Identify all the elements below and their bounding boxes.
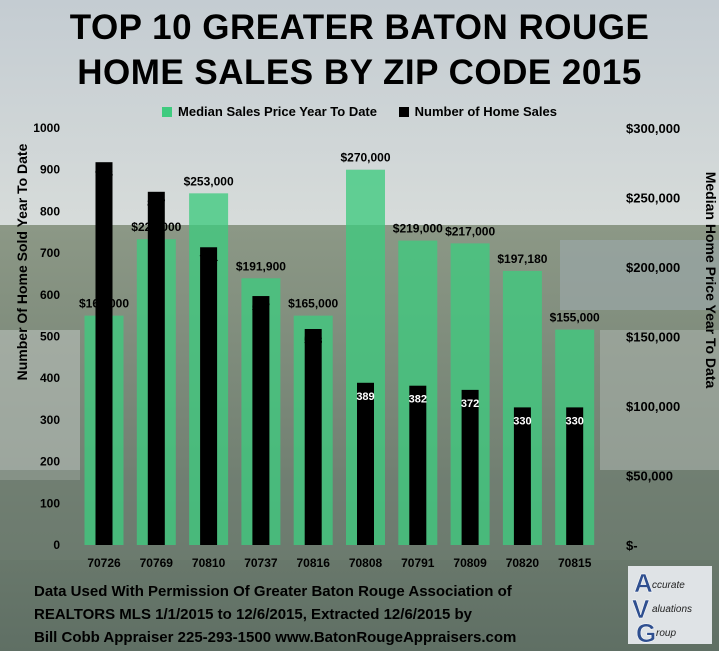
x-tick-label: 70810 [192,556,226,570]
sales-bar [409,385,427,545]
price-data-label: $165,000 [79,297,129,311]
y-left-tick-label: 800 [40,204,60,218]
sales-data-label: 847 [147,198,165,210]
x-tick-label: 70816 [297,556,331,570]
svg-text:G: G [636,618,656,644]
chart-title-line1: TOP 10 GREATER BATON ROUGE [69,8,650,47]
footer-line-1: Data Used With Permission Of Greater Bat… [34,583,512,600]
price-data-label: $165,000 [288,297,338,311]
avg-logo: A V G ccurate aluations roup [628,566,712,644]
x-tick-label: 70815 [558,556,592,570]
price-data-label: $197,180 [497,252,547,266]
y-right-tick-label: $250,000 [626,191,680,206]
price-data-label: $219,000 [393,222,443,236]
y-right-tick-label: $50,000 [626,469,673,484]
y-right-axis-title: Median Home Price Year To Data [703,172,719,389]
svg-text:V: V [632,594,650,624]
price-data-label: $191,900 [236,259,286,273]
x-tick-label: 70809 [453,556,487,570]
svg-text:A: A [634,568,653,598]
y-right-tick-label: $300,000 [626,121,680,136]
sales-data-label: 714 [199,253,218,265]
y-left-tick-label: 500 [40,330,60,344]
legend-label-sales: Number of Home Sales [414,104,557,119]
sales-bar [252,296,270,545]
sales-data-label: 597 [252,302,270,314]
legend-swatch-sales [398,106,409,117]
sales-bar [147,191,165,545]
sales-bar [95,162,113,545]
price-data-label: $220,000 [131,220,181,234]
legend-item-sales: Number of Home Sales [398,104,557,119]
price-data-label: $253,000 [184,174,234,188]
svg-text:aluations: aluations [652,604,692,615]
x-tick-label: 70791 [401,556,435,570]
y-right-tick-label: $100,000 [626,399,680,414]
sales-data-label: 518 [304,335,322,347]
legend-swatch-price [162,106,173,117]
sales-bar [513,407,531,545]
chart-legend: Median Sales Price Year To Date Number o… [0,104,719,120]
sales-data-label: 330 [566,415,584,427]
y-right-tick-label: $- [626,538,638,553]
footer-line-3: Bill Cobb Appraiser 225-293-1500 www.Bat… [34,629,517,646]
footer-line-2: REALTORS MLS 1/1/2015 to 12/6/2015, Extr… [34,606,472,623]
price-data-label: $270,000 [340,151,390,165]
y-left-tick-label: 900 [40,163,60,177]
x-tick-label: 70820 [506,556,540,570]
sales-data-label: 389 [356,391,374,403]
y-left-tick-label: 200 [40,455,60,469]
sales-bar [461,389,479,545]
y-left-tick-label: 400 [40,371,60,385]
x-tick-label: 70808 [349,556,383,570]
sales-data-label: 918 [95,168,113,180]
y-left-tick-label: 1000 [33,121,60,135]
y-right-tick-label: $200,000 [626,260,680,275]
legend-item-price: Median Sales Price Year To Date [162,104,377,119]
sales-data-label: 372 [461,398,479,410]
price-data-label: $155,000 [550,311,600,325]
sales-bar [304,328,322,545]
sales-data-label: 382 [409,394,427,406]
sales-bar [566,407,584,545]
y-left-tick-label: 100 [40,496,60,510]
svg-text:roup: roup [656,628,676,639]
y-left-tick-label: 600 [40,288,60,302]
sales-bar [357,382,374,545]
sales-data-label: 330 [513,415,531,427]
chart-title-line2: HOME SALES BY ZIP CODE 2015 [77,53,642,92]
x-tick-label: 70769 [140,556,174,570]
y-left-tick-label: 300 [40,413,60,427]
svg-text:ccurate: ccurate [652,580,685,591]
legend-label-price: Median Sales Price Year To Date [178,104,377,119]
y-left-axis-title: Number Of Home Sold Year To Date [14,143,30,380]
x-tick-label: 70726 [87,556,121,570]
price-data-label: $217,000 [445,224,495,238]
y-right-tick-label: $150,000 [626,330,680,345]
y-left-tick-label: 0 [53,538,60,552]
sales-bar [200,247,218,545]
y-left-tick-label: 700 [40,246,60,260]
x-tick-label: 70737 [244,556,278,570]
